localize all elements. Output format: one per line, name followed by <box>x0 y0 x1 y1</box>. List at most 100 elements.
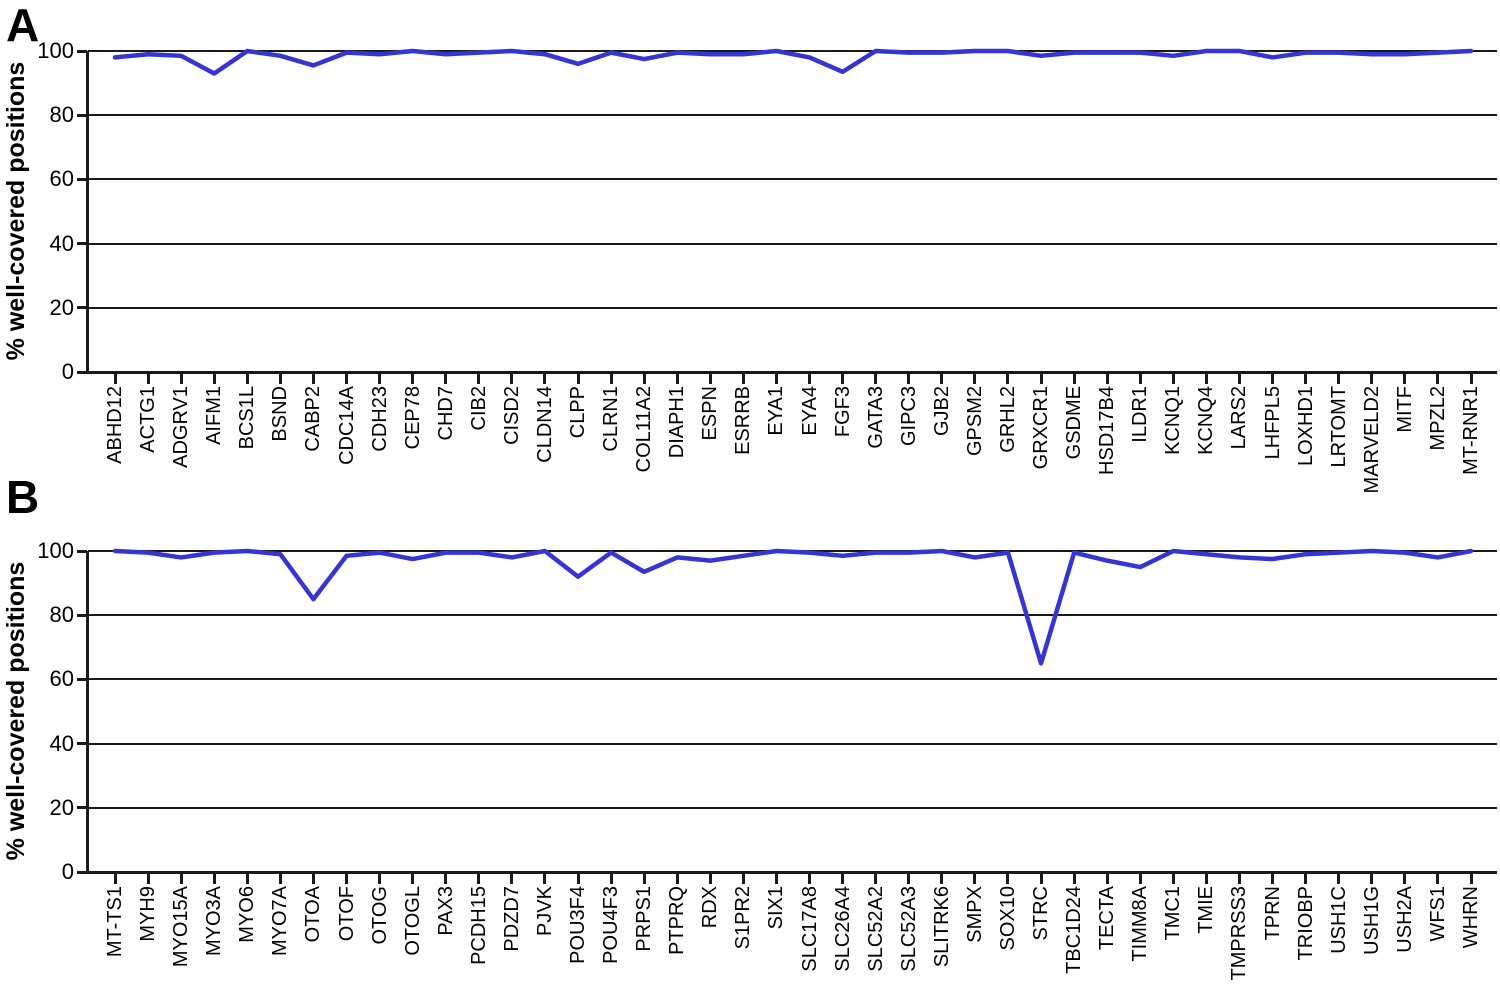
gene-label: SLC52A3 <box>897 886 920 972</box>
y-tick-label: 40 <box>49 230 74 256</box>
gene-label: CDH23 <box>368 386 391 452</box>
x-tick-mark <box>808 873 812 884</box>
gene-label: KCNQ1 <box>1162 386 1185 455</box>
x-tick-mark <box>576 873 580 884</box>
x-tick-mark <box>212 373 216 384</box>
x-tick-mark <box>146 873 150 884</box>
plot-area <box>112 548 1474 666</box>
gene-label: TMPRSS3 <box>1228 886 1251 981</box>
gene-label: LARS2 <box>1228 386 1251 450</box>
gene-label: SLC17A8 <box>798 886 821 972</box>
panel-b-label: B <box>6 471 40 523</box>
y-tick-mark <box>77 549 87 553</box>
gene-label: SIX1 <box>765 886 788 930</box>
gene-label: PCDH15 <box>467 886 490 965</box>
x-tick-mark <box>1304 373 1308 384</box>
gene-label: BCS1L <box>236 386 259 450</box>
gene-label: TECTA <box>1096 886 1119 951</box>
x-tick-mark <box>1039 373 1043 384</box>
x-tick-mark <box>1006 873 1010 884</box>
x-tick-mark <box>411 373 415 384</box>
y-tick-mark <box>77 613 87 617</box>
x-tick-mark <box>345 373 348 384</box>
gene-label: GSDME <box>1063 386 1086 460</box>
x-tick-mark <box>940 373 944 384</box>
gene-label: PRPS1 <box>633 886 656 952</box>
x-tick-mark <box>510 873 514 884</box>
x-tick-mark <box>1237 873 1241 884</box>
gene-label: EYA4 <box>798 386 821 436</box>
x-tick-mark <box>907 373 911 384</box>
y-tick-label: 60 <box>49 666 74 692</box>
gene-label: OTOF <box>335 886 358 942</box>
y-tick-mark <box>77 806 87 810</box>
x-tick-mark <box>1171 373 1175 384</box>
y-tick-mark <box>77 49 87 53</box>
x-tick-mark <box>973 873 977 884</box>
gene-label: ESRRB <box>732 386 755 455</box>
x-tick-mark <box>1271 373 1275 384</box>
x-tick-mark <box>774 373 778 384</box>
gene-label: USH1G <box>1360 886 1383 955</box>
gene-label: LOXHD1 <box>1294 386 1317 467</box>
gene-label: CLPP <box>567 386 590 439</box>
y-gridline <box>88 678 1497 681</box>
gene-label: SLITRK6 <box>930 886 953 968</box>
gene-label: GIPC3 <box>897 386 920 447</box>
x-tick-mark <box>1337 873 1341 884</box>
x-tick-mark <box>1436 873 1440 884</box>
gene-label: BSND <box>269 386 292 442</box>
y-tick-mark <box>77 677 87 681</box>
y-gridline <box>88 806 1497 809</box>
gene-label: LRTOMT <box>1327 386 1350 468</box>
x-tick-mark <box>1204 373 1208 384</box>
y-tick-mark <box>77 870 87 874</box>
x-tick-mark <box>1138 873 1142 884</box>
x-tick-mark <box>708 373 712 384</box>
gene-label: KCNQ4 <box>1195 386 1218 455</box>
x-tick-mark <box>477 373 481 384</box>
y-tick-label: 0 <box>61 359 74 384</box>
x-tick-mark <box>973 373 977 384</box>
x-tick-mark <box>1105 373 1109 384</box>
x-tick-mark <box>1337 373 1341 384</box>
y-tick-mark <box>77 177 87 181</box>
x-tick-mark <box>278 873 282 884</box>
gene-label: COL11A2 <box>633 386 656 473</box>
x-tick-mark <box>1105 873 1109 884</box>
x-tick-mark <box>874 873 878 884</box>
x-tick-mark <box>245 873 249 884</box>
y-gridline <box>88 114 1497 117</box>
gene-label: MT-RNR1 <box>1460 386 1482 475</box>
y-axis-title-a: % well-covered positions <box>2 61 30 361</box>
x-tick-mark <box>841 373 845 384</box>
x-tick-mark <box>1072 873 1076 884</box>
x-tick-mark <box>179 873 183 884</box>
y-tick-mark <box>77 370 87 374</box>
coverage-line <box>112 48 1474 76</box>
y-tick-mark <box>77 113 87 117</box>
x-tick-mark <box>907 873 911 884</box>
y-tick-label: 60 <box>49 166 74 192</box>
x-tick-mark <box>741 873 745 884</box>
x-tick-mark <box>146 373 150 384</box>
gene-label: CEP78 <box>401 386 424 450</box>
gene-label: MYO15A <box>170 886 193 968</box>
gene-label: SMPX <box>963 886 986 943</box>
x-tick-mark <box>1304 873 1308 884</box>
y-tick-mark <box>77 306 87 310</box>
x-tick-mark <box>741 373 745 384</box>
gene-label: TIMM8A <box>1129 886 1152 962</box>
x-tick-mark <box>1138 373 1142 384</box>
gene-label: SLC52A2 <box>864 886 887 972</box>
gene-label: GATA3 <box>864 386 887 449</box>
gene-label: MYO3A <box>203 886 226 957</box>
gene-label: TBC1D24 <box>1063 886 1086 974</box>
gene-label: S1PR2 <box>732 886 755 950</box>
gene-label: LHFPL5 <box>1261 386 1284 460</box>
gene-label: STRC <box>1030 886 1053 941</box>
y-tick-label: 40 <box>49 730 74 756</box>
gene-label: TMC1 <box>1162 886 1185 941</box>
x-tick-mark <box>774 873 778 884</box>
